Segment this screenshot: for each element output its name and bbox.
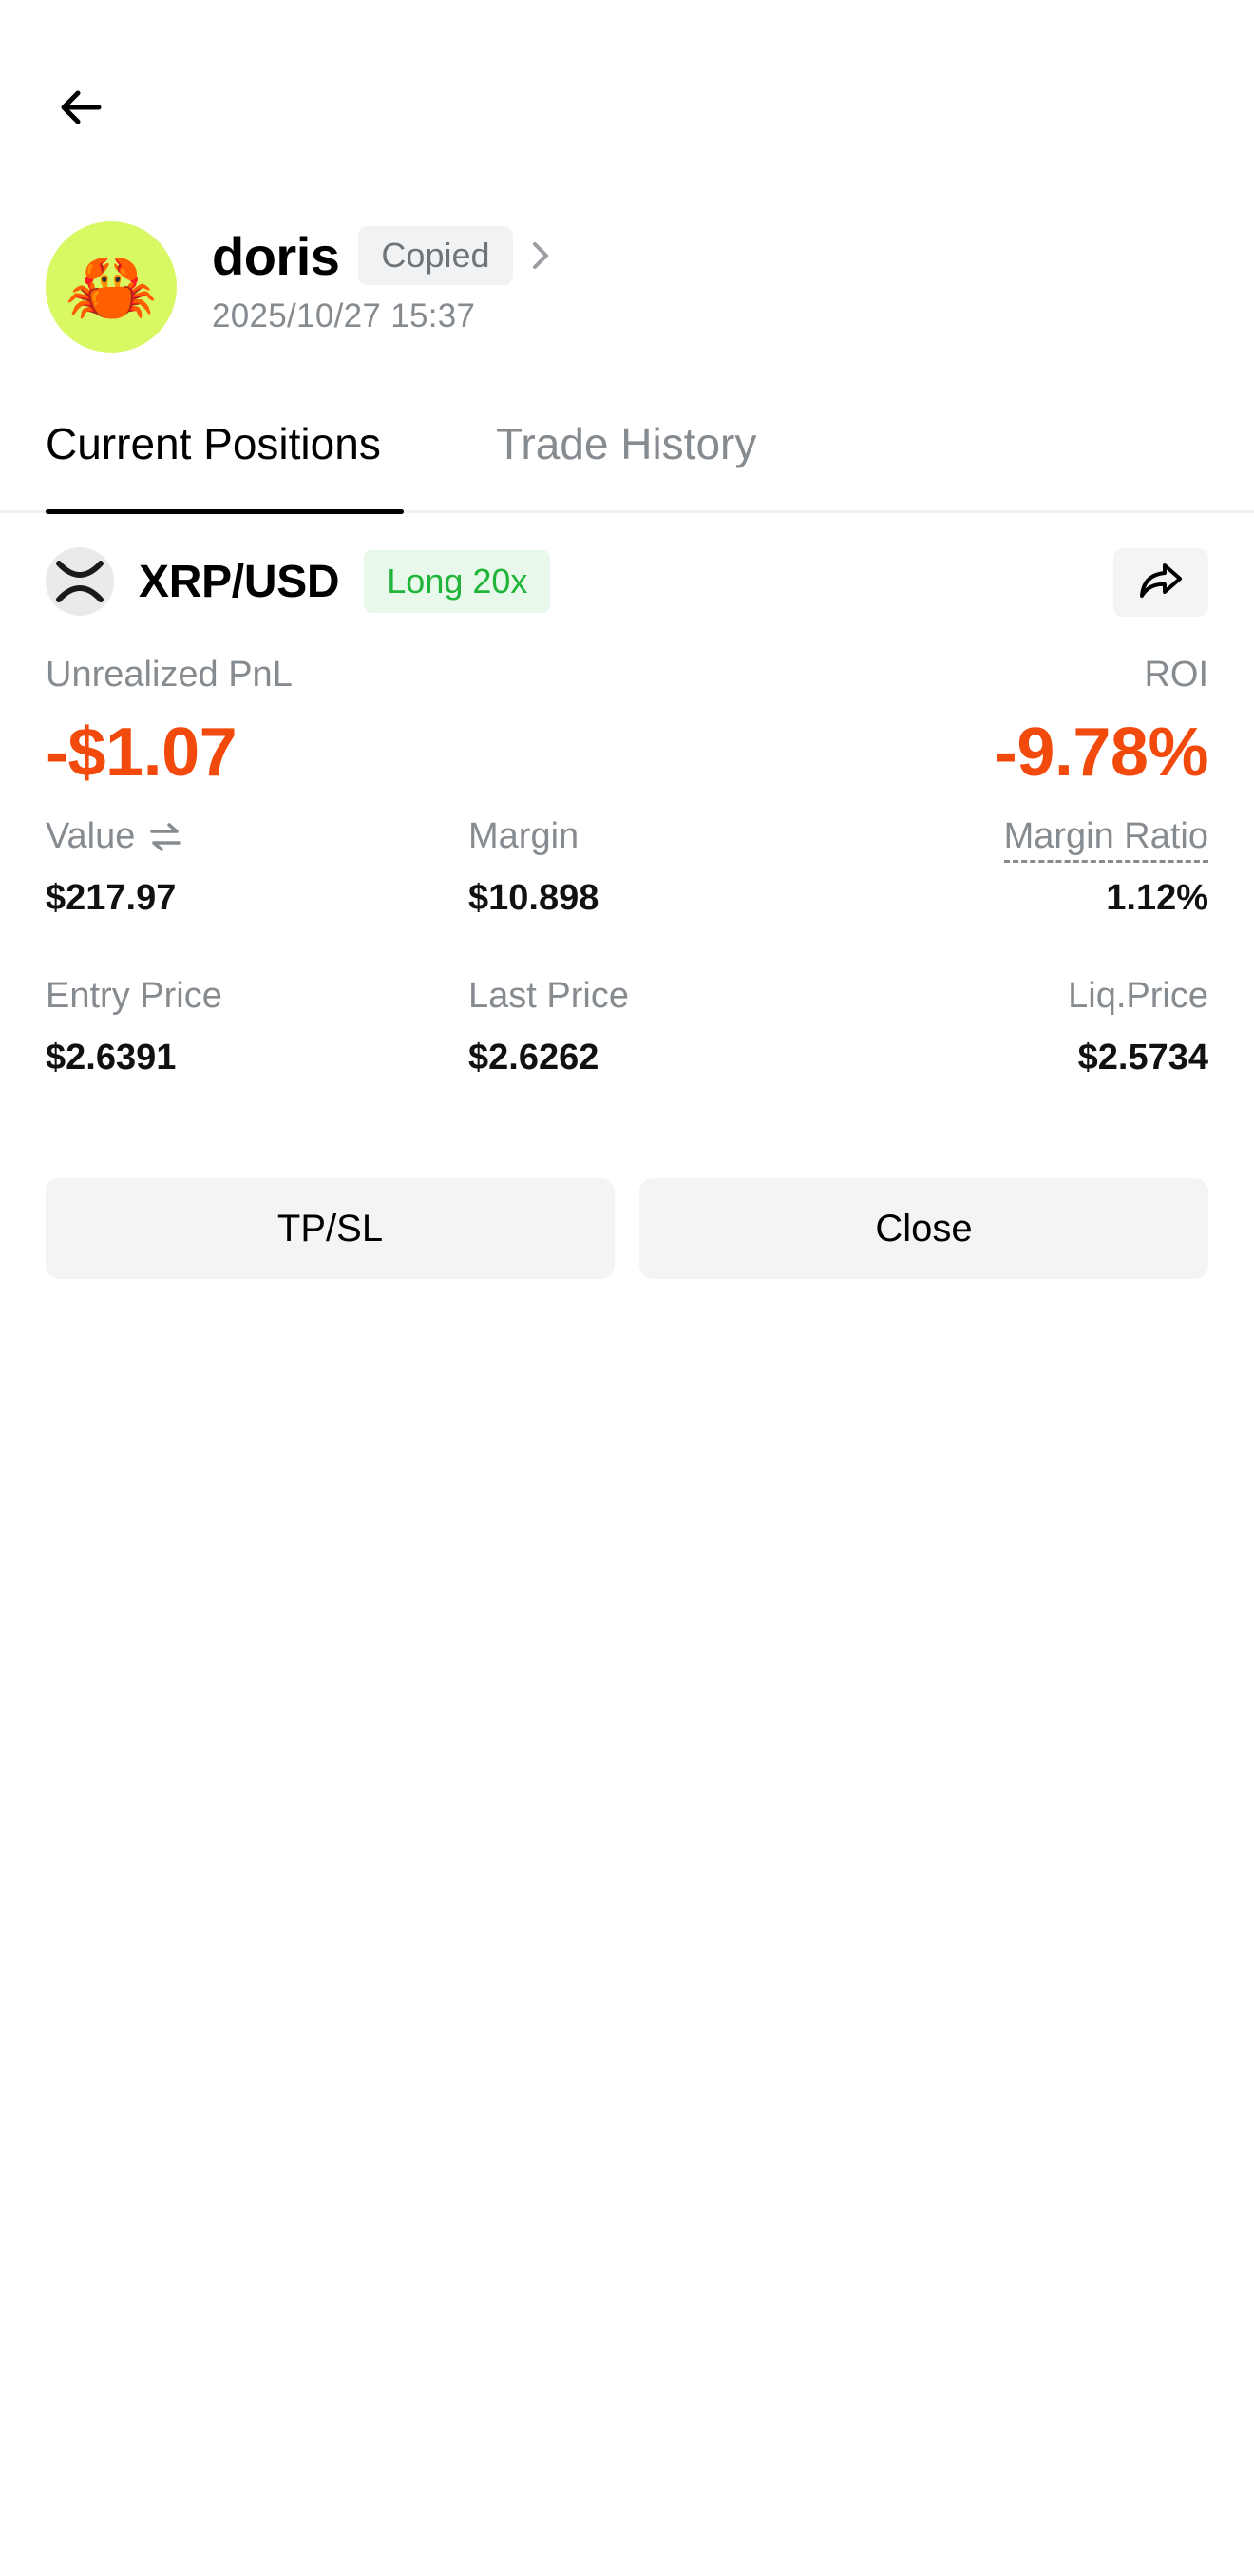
margin-amount: $10.898 [468, 878, 599, 918]
share-button[interactable] [1113, 548, 1208, 617]
swap-icon[interactable] [148, 822, 182, 852]
position-stats-row-2: Entry Price $2.6391 Last Price $2.6262 L… [46, 976, 1208, 1135]
xrp-coin-icon [46, 547, 114, 616]
tab-bar: Current Positions Trade History [0, 409, 1254, 514]
pair-name: XRP/USD [139, 556, 340, 607]
margin-ratio-label[interactable]: Margin Ratio [1003, 816, 1208, 863]
unrealized-pnl-label: Unrealized PnL [46, 655, 293, 695]
trader-profile[interactable]: 🦀 doris Copied 2025/10/27 15:37 [46, 221, 548, 353]
entry-price-label: Entry Price [46, 976, 222, 1016]
position-stats-row-1: Value $217.97 Margin $10.898 Margin Rati… [46, 816, 1208, 976]
side-leverage-badge: Long 20x [364, 550, 551, 613]
value-amount: $217.97 [46, 878, 177, 918]
close-position-button[interactable]: Close [639, 1178, 1208, 1279]
position-card: XRP/USD Long 20x Unrealized PnL -$1.07 R… [46, 546, 1209, 1135]
tpsl-button[interactable]: TP/SL [46, 1178, 615, 1279]
position-actions: TP/SL Close [46, 1178, 1208, 1279]
value-label: Value [46, 816, 136, 856]
roi-value: -9.78% [994, 715, 1209, 791]
roi-label: ROI [1144, 655, 1208, 695]
trader-name: doris [212, 225, 340, 286]
tab-current-positions[interactable]: Current Positions [46, 419, 381, 468]
last-price-label: Last Price [468, 976, 629, 1016]
copied-badge: Copied [358, 226, 513, 285]
liq-price-label: Liq.Price [1068, 976, 1208, 1016]
margin-ratio-value: 1.12% [1106, 878, 1208, 918]
back-button[interactable] [48, 76, 114, 143]
liq-price-value: $2.5734 [1077, 1038, 1208, 1078]
tab-trade-history[interactable]: Trade History [496, 419, 757, 468]
active-tab-indicator [46, 509, 404, 514]
chevron-right-icon[interactable] [530, 237, 559, 275]
arrow-left-icon [55, 82, 106, 138]
last-price-value: $2.6262 [468, 1038, 599, 1078]
avatar: 🦀 [46, 221, 177, 353]
margin-label: Margin [468, 816, 580, 856]
copy-date: 2025/10/27 15:37 [212, 297, 476, 334]
share-icon [1138, 562, 1184, 604]
unrealized-pnl-value: -$1.07 [46, 715, 238, 791]
entry-price-value: $2.6391 [46, 1038, 177, 1078]
